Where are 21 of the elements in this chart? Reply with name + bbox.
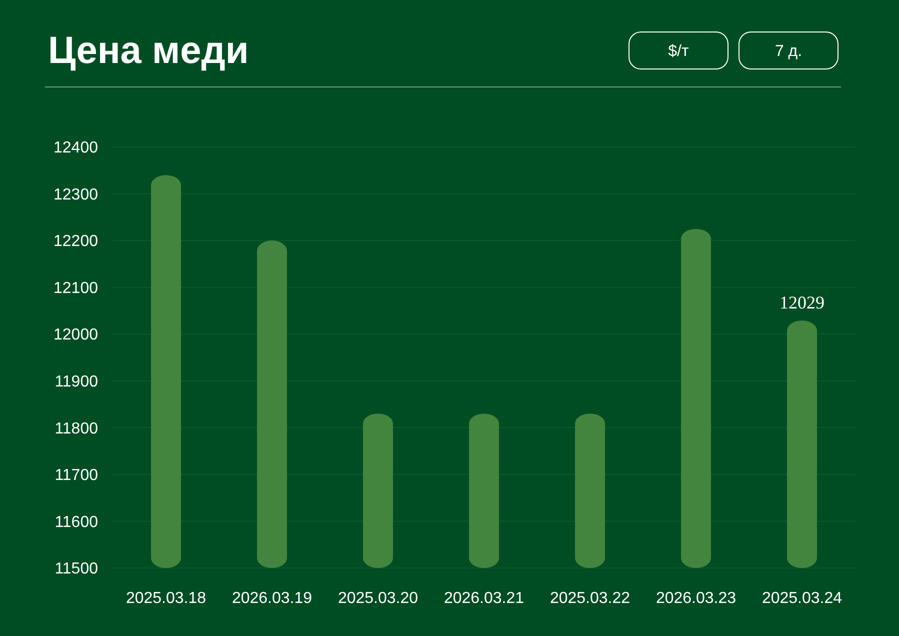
y-tick-label: 12400 [54, 140, 98, 157]
x-tick-label: 2026.03.23 [656, 590, 736, 607]
x-tick-label: 2026.03.19 [232, 590, 312, 607]
x-tick-label: 2025.03.20 [338, 590, 418, 607]
y-tick-label: 12000 [54, 326, 98, 344]
x-tick-label: 2025.03.22 [550, 590, 630, 607]
y-tick-label: 11900 [54, 373, 98, 390]
y-tick-label: 11500 [54, 560, 98, 578]
y-tick-label: 12200 [54, 233, 98, 250]
x-tick-label: 2026.03.21 [444, 590, 524, 607]
y-tick-label: 12100 [54, 280, 98, 297]
y-tick-label: 11800 [54, 420, 98, 438]
x-tick-label: 2025.03.24 [762, 590, 842, 607]
data-label: 12029 [780, 292, 824, 313]
y-tick-label: 11700 [54, 467, 98, 484]
text: $/т [668, 43, 690, 60]
y-tick-label: 11600 [54, 514, 98, 531]
chart-title: Цена меди [48, 30, 249, 72]
y-tick-label: 12300 [54, 186, 98, 204]
text: 7 д. [774, 43, 802, 60]
x-tick-label: 2025.03.18 [126, 590, 206, 607]
